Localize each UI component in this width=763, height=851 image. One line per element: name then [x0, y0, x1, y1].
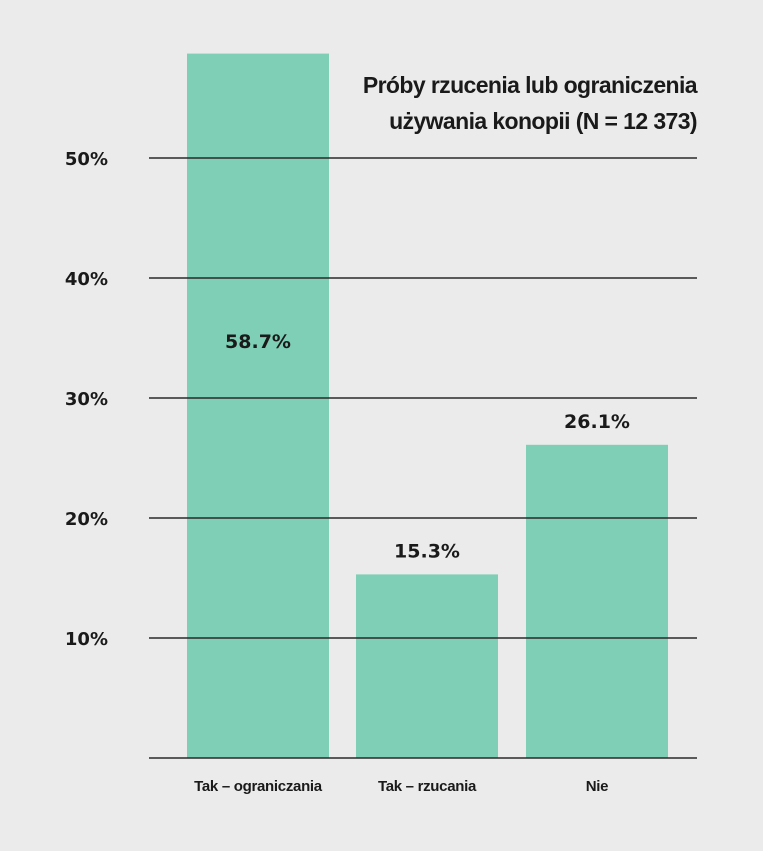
category-labels-group: Tak – ograniczania Tak – rzucania Nie	[194, 778, 608, 795]
bar-3	[526, 444, 668, 758]
x-category-label-1: Tak – ograniczania	[194, 778, 323, 795]
data-label-3: 26.1%	[564, 411, 630, 433]
data-labels-group: 58.7% 15.3% 26.1%	[225, 331, 630, 562]
y-tick-label: 20%	[65, 509, 108, 530]
y-tick-label: 40%	[65, 269, 108, 290]
gridlines-group	[149, 157, 697, 759]
x-category-label-3: Nie	[586, 778, 608, 795]
y-tick-labels-group: 10% 20% 30% 40% 50%	[65, 149, 108, 650]
y-tick-label: 50%	[65, 149, 108, 170]
chart-title: Próby rzucenia lub ograniczenia używania…	[363, 72, 699, 134]
bars-group	[187, 53, 668, 759]
chart-title-line-2: używania konopii (N = 12 373)	[389, 108, 697, 134]
bar-2	[356, 574, 498, 758]
y-tick-label: 30%	[65, 389, 108, 410]
y-tick-label: 10%	[65, 629, 108, 650]
data-label-2: 15.3%	[394, 540, 460, 562]
x-category-label-2: Tak – rzucania	[378, 778, 477, 795]
data-label-1: 58.7%	[225, 331, 291, 353]
chart-title-line-1: Próby rzucenia lub ograniczenia	[363, 72, 698, 98]
bar-1	[187, 53, 329, 759]
